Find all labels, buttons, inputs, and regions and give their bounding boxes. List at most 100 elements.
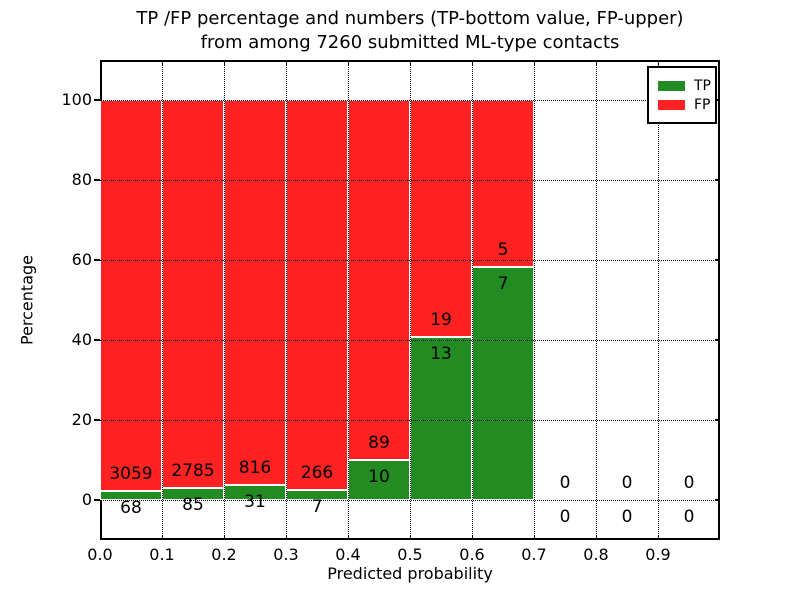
- tp-bar: [100, 491, 162, 500]
- chart-title: TP /FP percentage and numbers (TP-bottom…: [100, 7, 720, 55]
- grid-line-vertical: [224, 60, 225, 540]
- grid-line-vertical: [534, 60, 535, 540]
- fp-bar: [224, 100, 286, 486]
- fp-count-label: 0: [559, 473, 571, 493]
- fp-count-label: 19: [430, 310, 452, 331]
- y-tick-mark-right: [715, 259, 720, 261]
- x-tick-mark-top: [99, 60, 101, 65]
- chart-title-line1: TP /FP percentage and numbers (TP-bottom…: [136, 8, 684, 29]
- x-tick-label: 0.6: [459, 545, 485, 564]
- x-tick-label: 0.0: [87, 545, 113, 564]
- x-tick-mark: [161, 535, 163, 540]
- fp-count-label: 816: [238, 458, 272, 479]
- x-tick-mark: [533, 535, 535, 540]
- legend-swatch-tp: [658, 80, 685, 91]
- fp-bar: [348, 100, 410, 460]
- x-tick-mark: [347, 535, 349, 540]
- x-tick-mark: [595, 535, 597, 540]
- fp-bar: [472, 100, 534, 267]
- x-tick-label: 0.2: [211, 545, 237, 564]
- y-tick-label: 40: [71, 330, 92, 349]
- legend-label-fp: FP: [694, 96, 711, 113]
- legend-swatch-fp: [658, 99, 685, 110]
- x-tick-mark-top: [471, 60, 473, 65]
- y-tick-mark: [94, 259, 100, 261]
- tp-count-label: 13: [430, 344, 452, 365]
- fp-bar: [410, 100, 472, 338]
- fp-bar: [100, 100, 162, 492]
- plot-area: 3059 68 2785 85 816 31 266 7 89 10 19 13 5 7 0 0 0 0 0 0 TP…: [99, 60, 720, 540]
- tp-count-label: 0: [683, 507, 695, 527]
- fp-count-label: 5: [497, 239, 509, 260]
- y-axis-label: Percentage: [17, 254, 37, 346]
- plot-area-inner: 3059 68 2785 85 816 31 266 7 89 10 19 13 5 7 0 0 0 0 0 0: [99, 60, 720, 540]
- tp-count-label: 0: [559, 507, 571, 527]
- legend: TP FP: [647, 66, 717, 124]
- y-tick-mark: [94, 499, 100, 501]
- fp-bar: [286, 100, 348, 490]
- x-tick-label: 0.3: [273, 545, 299, 564]
- grid-line-vertical: [658, 60, 659, 540]
- x-tick-label: 0.8: [583, 545, 609, 564]
- fp-count-label: 0: [621, 473, 633, 493]
- y-tick-mark-right: [715, 339, 720, 341]
- x-tick-mark: [409, 535, 411, 540]
- chart-title-line2: from among 7260 submitted ML-type contac…: [200, 32, 620, 53]
- x-tick-label: 0.9: [645, 545, 671, 564]
- y-tick-mark-right: [715, 99, 720, 101]
- x-axis-label: Predicted probability: [327, 564, 493, 583]
- tp-count-label: 0: [621, 507, 633, 527]
- legend-row-fp: FP: [658, 96, 711, 113]
- grid-line-vertical: [410, 60, 411, 540]
- x-tick-mark-top: [595, 60, 597, 65]
- grid-line-vertical: [472, 60, 473, 540]
- y-tick-label: 100: [61, 90, 92, 109]
- tp-count-label: 68: [120, 498, 142, 519]
- y-tick-mark-right: [715, 419, 720, 421]
- grid-line-vertical: [348, 60, 349, 540]
- x-tick-mark-top: [657, 60, 659, 65]
- x-tick-mark: [471, 535, 473, 540]
- legend-row-tp: TP: [658, 77, 711, 94]
- x-tick-label: 0.5: [397, 545, 423, 564]
- tp-bar: [472, 266, 534, 500]
- fp-bar: [162, 100, 224, 489]
- tp-count-label: 7: [497, 273, 509, 294]
- tp-count-label: 85: [182, 495, 204, 516]
- fp-count-label: 266: [300, 462, 334, 483]
- y-tick-mark: [94, 339, 100, 341]
- x-tick-label: 0.7: [521, 545, 547, 564]
- fp-count-label: 2785: [171, 461, 215, 482]
- x-tick-mark-top: [409, 60, 411, 65]
- tp-count-label: 31: [244, 492, 266, 513]
- x-tick-mark-top: [285, 60, 287, 65]
- grid-line-vertical: [286, 60, 287, 540]
- x-tick-mark: [99, 535, 101, 540]
- x-tick-mark-top: [347, 60, 349, 65]
- grid-line-vertical: [596, 60, 597, 540]
- tp-count-label: 7: [311, 496, 323, 517]
- y-tick-mark: [94, 99, 100, 101]
- x-tick-label: 0.1: [149, 545, 175, 564]
- grid-line-vertical: [162, 60, 163, 540]
- y-tick-label: 80: [71, 170, 92, 189]
- y-tick-mark: [94, 419, 100, 421]
- y-tick-label: 60: [71, 250, 92, 269]
- y-tick-mark-right: [715, 179, 720, 181]
- tp-bar: [348, 459, 410, 500]
- fp-count-label: 89: [368, 432, 390, 453]
- x-tick-mark-top: [161, 60, 163, 65]
- x-tick-mark: [657, 535, 659, 540]
- fp-count-label: 3059: [109, 464, 153, 485]
- x-tick-mark-top: [533, 60, 535, 65]
- legend-label-tp: TP: [694, 77, 711, 94]
- y-tick-label: 0: [81, 490, 92, 509]
- x-tick-mark-top: [223, 60, 225, 65]
- y-tick-label: 20: [71, 410, 92, 429]
- tp-count-label: 10: [368, 466, 390, 487]
- x-tick-mark: [223, 535, 225, 540]
- x-tick-mark: [285, 535, 287, 540]
- fp-count-label: 0: [683, 473, 695, 493]
- y-tick-mark: [94, 179, 100, 181]
